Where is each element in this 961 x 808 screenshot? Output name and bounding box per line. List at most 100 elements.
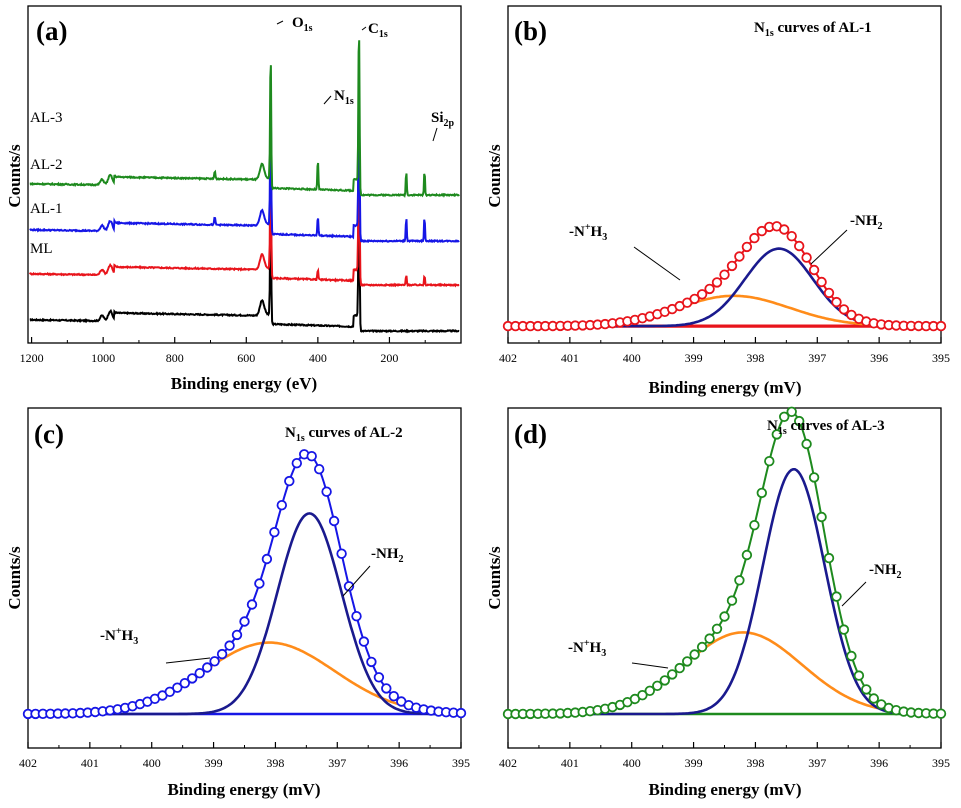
- x-tick-label: 400: [143, 756, 161, 770]
- data-point: [231, 629, 243, 641]
- data-point: [786, 230, 797, 242]
- x-tick-label: 397: [808, 351, 826, 365]
- panel-b-plot: [502, 221, 947, 332]
- data-point: [726, 260, 738, 272]
- data-point: [306, 451, 317, 462]
- data-point: [861, 684, 872, 695]
- data-point: [935, 708, 947, 719]
- data-point: [734, 575, 745, 586]
- data-point: [801, 438, 812, 450]
- panel-c-nh3-arrow: [165, 657, 211, 664]
- data-point: [209, 656, 220, 667]
- data-point: [194, 668, 205, 679]
- panel-d: 402 401 400 399 398 397 396 395 (d) N1s curves …: [485, 406, 950, 799]
- panel-a-curves: [28, 40, 460, 334]
- panel-d-nh2-label: -NH2: [869, 562, 902, 581]
- data-point: [321, 486, 332, 497]
- peak-label-c1s: C1s: [368, 21, 388, 40]
- data-point: [674, 662, 685, 674]
- data-point: [224, 640, 235, 651]
- data-point: [637, 690, 648, 701]
- panel-c-xlabel: Binding energy (mV): [168, 780, 321, 799]
- data-point: [756, 225, 768, 237]
- panel-a-x-ticks: 1200 1000 800 600 400 200: [20, 337, 462, 365]
- data-point: [749, 520, 760, 531]
- data-point: [373, 672, 385, 683]
- data-point: [343, 581, 355, 592]
- data-point: [816, 511, 827, 523]
- data-point: [711, 623, 723, 635]
- panel-d-xlabel: Binding energy (mV): [649, 780, 802, 799]
- nh2-component-curve: [28, 512, 461, 716]
- x-tick-label: 398: [746, 351, 764, 365]
- data-point: [741, 549, 753, 561]
- data-point: [831, 591, 842, 602]
- data-point: [667, 669, 678, 680]
- data-point: [164, 686, 176, 698]
- x-tick-label: 400: [623, 756, 641, 770]
- data-point: [741, 241, 753, 253]
- data-point: [216, 648, 228, 660]
- nh3-component-curve: [28, 641, 462, 716]
- survey-line-al-2: [29, 86, 460, 244]
- panel-c-letter: (c): [34, 419, 64, 449]
- x-tick-label: 401: [561, 756, 579, 770]
- x-tick-label: 397: [808, 756, 826, 770]
- data-point: [366, 656, 377, 668]
- panel-d-nh2-arrow: [841, 581, 867, 607]
- data-point: [816, 276, 827, 288]
- x-tick-label: 1200: [20, 351, 44, 365]
- data-point: [659, 675, 671, 686]
- data-point: [711, 277, 723, 288]
- peak-arrow-si2p: [432, 127, 438, 142]
- panel-a-letter: (a): [36, 16, 67, 46]
- data-point: [696, 289, 708, 300]
- data-point: [284, 475, 295, 487]
- data-point: [838, 304, 850, 315]
- x-tick-label: 395: [932, 756, 950, 770]
- data-point: [314, 464, 325, 475]
- data-point: [771, 429, 783, 440]
- data-point: [719, 611, 730, 622]
- data-point: [336, 548, 347, 559]
- data-point: [652, 680, 663, 692]
- panel-a-frame: [27, 5, 462, 344]
- panel-d-plot: [502, 406, 947, 720]
- panel-d-ylabel: Counts/s: [485, 546, 504, 610]
- data-point: [276, 500, 288, 511]
- panel-c: 402 401 400 399 398 397 396 395 (c) N1s curves …: [5, 407, 470, 799]
- data-point: [689, 649, 700, 660]
- data-point: [779, 411, 790, 423]
- panel-c-nh2-label: -NH2: [371, 546, 404, 565]
- data-point: [734, 251, 745, 262]
- panel-d-letter: (d): [514, 419, 547, 449]
- data-point: [261, 553, 273, 565]
- data-point: [808, 472, 820, 483]
- x-tick-label: 398: [266, 756, 284, 770]
- x-tick-label: 398: [746, 756, 764, 770]
- x-tick-label: 600: [237, 351, 255, 365]
- survey-line-al-1: [28, 130, 460, 288]
- panel-c-ylabel: Counts/s: [5, 546, 24, 610]
- x-tick-label: 401: [81, 756, 99, 770]
- peak-arrow-n1s: [323, 95, 332, 105]
- x-tick-label: 397: [328, 756, 346, 770]
- data-point: [291, 458, 303, 469]
- x-tick-label: 800: [166, 351, 184, 365]
- panel-b: 402 401 400 399 398 397 396 395 (b) N1s curves …: [485, 5, 950, 397]
- peak-arrow-o1s: [276, 20, 284, 25]
- data-point: [831, 296, 842, 308]
- panel-b-title: N1s curves of AL-1: [754, 20, 872, 39]
- x-tick-label: 399: [205, 756, 223, 770]
- data-point: [388, 691, 400, 702]
- data-point: [455, 707, 467, 719]
- data-point: [823, 552, 835, 564]
- data-point: [935, 320, 947, 332]
- data-point: [838, 624, 850, 635]
- x-tick-label: 396: [870, 351, 888, 365]
- x-tick-label: 396: [390, 756, 408, 770]
- data-point: [853, 670, 865, 681]
- series-label-al2: AL-2: [30, 157, 63, 173]
- panel-d-title: N1s curves of AL-3: [767, 418, 885, 437]
